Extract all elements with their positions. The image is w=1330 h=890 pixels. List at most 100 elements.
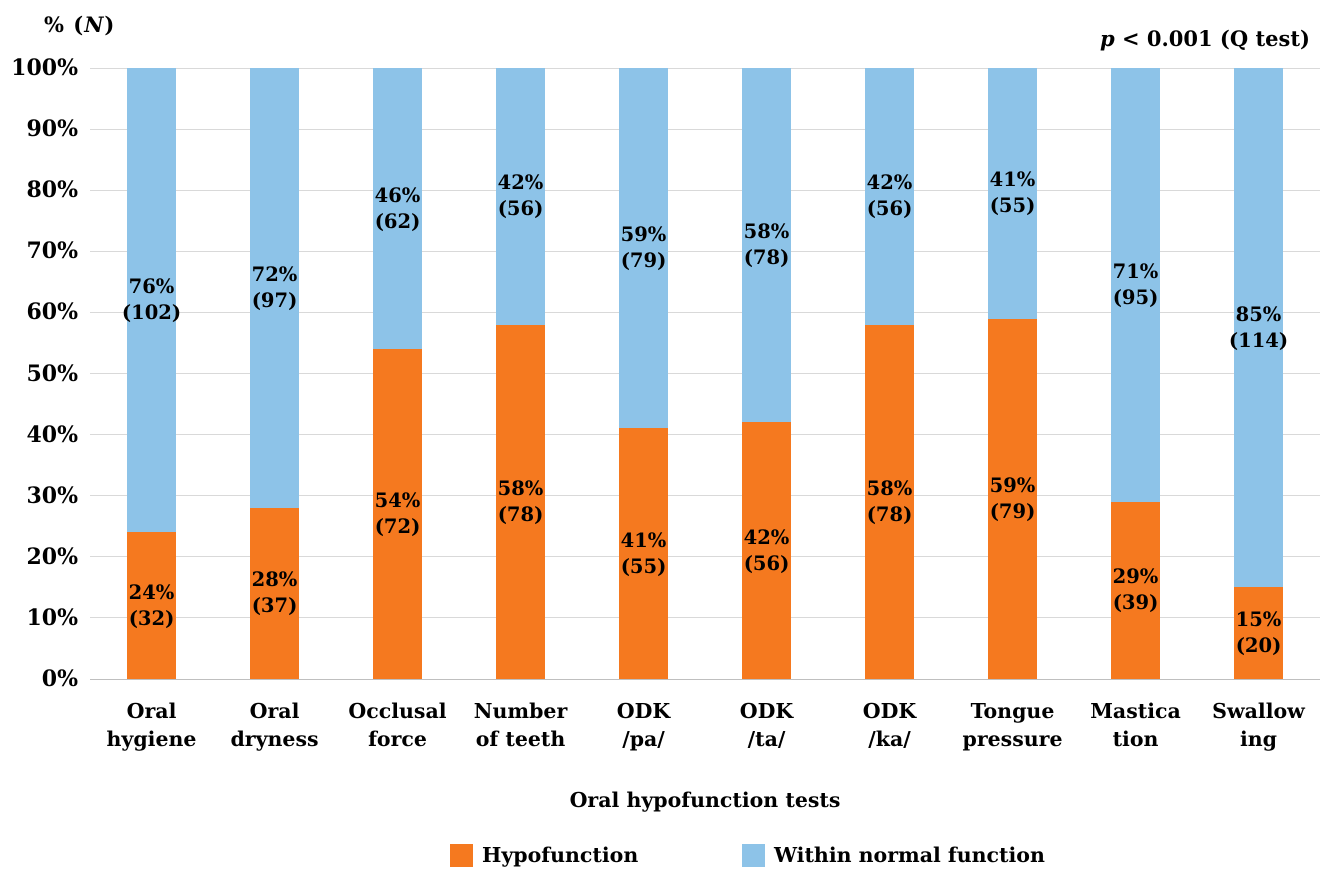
y-tick-label: 30%: [26, 482, 78, 509]
segment-hypofunction: 28% (37): [250, 507, 299, 679]
x-axis-title: Oral hypofunction tests: [569, 788, 841, 812]
legend-item-hypofunction: Hypofunction: [450, 843, 638, 867]
bar-column: 85% (114) 15% (20): [1197, 68, 1320, 679]
legend-item-within-normal-function: Within normal function: [742, 843, 1045, 867]
stacked-bar: 72% (97) 28% (37): [250, 68, 299, 679]
segment-within-normal-function: 71% (95): [1111, 68, 1160, 502]
y-tick-label: 70%: [26, 238, 78, 265]
stacked-bar: 42% (56) 58% (78): [865, 68, 914, 679]
segment-hypofunction: 29% (39): [1111, 501, 1160, 679]
segment-data-label: 29% (39): [1112, 565, 1159, 615]
gridline: [90, 556, 1320, 558]
segment-hypofunction: 41% (55): [619, 428, 668, 679]
gridline: [90, 617, 1320, 619]
stacked-bar: 59% (79) 41% (55): [619, 68, 668, 679]
y-axis-unit-label: % (N): [44, 12, 115, 37]
segment-within-normal-function: 58% (78): [742, 68, 791, 423]
p-value-annotation: p < 0.001 (Q test): [1100, 26, 1310, 51]
segment-within-normal-function: 42% (56): [865, 68, 914, 325]
segment-data-label: 59% (79): [989, 473, 1036, 523]
bar-column: 42% (56) 58% (78): [828, 68, 951, 679]
stacked-bar: 71% (95) 29% (39): [1111, 68, 1160, 679]
x-category-label: Swallow ing: [1212, 699, 1305, 751]
stacked-bar: 46% (62) 54% (72): [373, 68, 422, 679]
x-category-label: ODK /ta/: [739, 699, 794, 751]
legend-swatch-within-normal-function: [742, 843, 765, 867]
segment-within-normal-function: 59% (79): [619, 68, 668, 429]
segment-data-label: 58% (78): [866, 476, 913, 526]
stacked-bar: 41% (55) 59% (79): [988, 68, 1037, 679]
bar-column: 41% (55) 59% (79): [951, 68, 1074, 679]
gridline: [90, 495, 1320, 497]
x-category-label: Occlusal force: [348, 699, 447, 751]
y-axis-unit-post: ): [104, 12, 116, 37]
x-category-label: Mastica tion: [1090, 699, 1181, 751]
gridline: [90, 373, 1320, 374]
p-value-text: < 0.001 (Q test): [1114, 26, 1310, 51]
segment-data-label: 46% (62): [374, 183, 421, 233]
segment-hypofunction: 15% (20): [1234, 587, 1283, 679]
gridline: [90, 128, 1320, 130]
segment-data-label: 85% (114): [1228, 302, 1289, 352]
stacked-bar: 58% (78) 42% (56): [742, 68, 791, 679]
plot-area: 76% (102) 24% (32) 72% (97) 28% (37) 46% (62…: [90, 67, 1320, 680]
bar-column: 76% (102) 24% (32): [90, 68, 213, 679]
bar-column: 71% (95) 29% (39): [1074, 68, 1197, 679]
segment-hypofunction: 59% (79): [988, 318, 1037, 679]
stacked-bar: 76% (102) 24% (32): [122, 68, 181, 679]
y-tick-label: 10%: [26, 604, 78, 631]
segment-within-normal-function: 76% (102): [122, 68, 181, 533]
gridline: [90, 311, 1320, 313]
legend-swatch-hypofunction: [450, 843, 473, 867]
segment-data-label: 42% (56): [743, 525, 790, 575]
y-tick-label: 60%: [26, 299, 78, 326]
bar-column: 46% (62) 54% (72): [336, 68, 459, 679]
legend: Hypofunction Within normal function: [0, 843, 1330, 873]
segment-data-label: 42% (56): [497, 171, 544, 221]
y-tick-label: 100%: [11, 55, 78, 81]
bar-column: 72% (97) 28% (37): [213, 68, 336, 679]
segment-within-normal-function: 41% (55): [988, 68, 1037, 319]
segment-data-label: 58% (78): [497, 476, 544, 526]
y-axis-unit-pre: % (: [44, 12, 85, 37]
segment-within-normal-function: 46% (62): [373, 68, 422, 350]
bars: 76% (102) 24% (32) 72% (97) 28% (37) 46% (62…: [90, 68, 1320, 679]
x-category-label: ODK /ka/: [862, 699, 917, 751]
segment-data-label: 76% (102): [121, 275, 182, 325]
p-value-symbol: p: [1099, 26, 1115, 51]
segment-within-normal-function: 85% (114): [1229, 68, 1288, 588]
gridline: [90, 434, 1320, 436]
segment-data-label: 71% (95): [1112, 259, 1159, 309]
segment-hypofunction: 24% (32): [127, 532, 176, 679]
segment-hypofunction: 58% (78): [496, 324, 545, 679]
y-tick-label: 90%: [26, 116, 78, 143]
y-tick-label: 40%: [26, 421, 78, 448]
x-category-label: Number of teeth: [473, 699, 568, 751]
segment-data-label: 41% (55): [989, 168, 1036, 218]
x-category-label: Oral dryness: [230, 699, 319, 751]
bar-column: 42% (56) 58% (78): [459, 68, 582, 679]
segment-within-normal-function: 72% (97): [250, 68, 299, 508]
legend-label-within-normal-function: Within normal function: [774, 843, 1045, 867]
legend-label-hypofunction: Hypofunction: [482, 843, 639, 867]
segment-data-label: 41% (55): [620, 528, 667, 578]
x-category-label: Tongue pressure: [962, 699, 1063, 751]
stacked-bar: 85% (114) 15% (20): [1229, 68, 1288, 679]
gridline: [90, 250, 1320, 252]
y-tick-label: 80%: [26, 177, 78, 204]
segment-data-label: 72% (97): [251, 262, 298, 312]
segment-data-label: 58% (78): [743, 220, 790, 270]
x-category-label: ODK /pa/: [616, 699, 671, 751]
y-tick-label: 20%: [26, 543, 78, 570]
segment-data-label: 28% (37): [251, 568, 298, 618]
y-tick-label: 0%: [41, 666, 78, 692]
gridline: [90, 189, 1320, 191]
bar-column: 59% (79) 41% (55): [582, 68, 705, 679]
stacked-bar: 42% (56) 58% (78): [496, 68, 545, 679]
segment-data-label: 15% (20): [1235, 608, 1282, 658]
x-category-label: Oral hygiene: [106, 699, 197, 751]
y-tick-label: 50%: [26, 360, 78, 387]
segment-data-label: 24% (32): [128, 580, 175, 630]
segment-hypofunction: 42% (56): [742, 422, 791, 679]
segment-data-label: 59% (79): [620, 223, 667, 273]
